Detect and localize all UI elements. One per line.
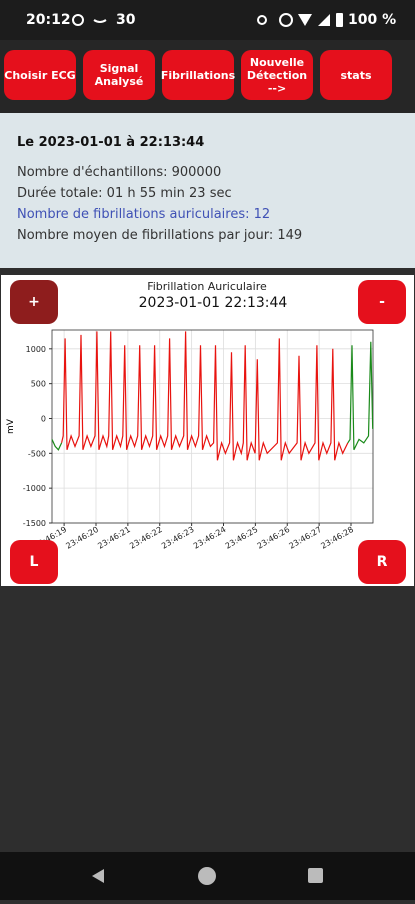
x-tick-label: 23:46:25 <box>224 525 260 551</box>
nav-bar <box>0 852 415 900</box>
info-line: Nombre moyen de fibrillations par jour: … <box>17 228 303 243</box>
button-label: Fibrillations <box>160 68 236 82</box>
chart-panel: Fibrillation Auriculaire 2023-01-01 22:13… <box>1 275 414 586</box>
x-tick-label: 23:46:20 <box>64 525 100 551</box>
nav-icons <box>92 867 323 885</box>
battery: 100 % <box>348 12 397 28</box>
x-tick-label: 23:46:22 <box>128 525 164 551</box>
button-label: --> <box>267 81 287 95</box>
y-tick-label: -1500 <box>23 519 46 528</box>
y-tick-label: 1000 <box>26 345 46 354</box>
toolbar-button[interactable]: Signal Analysé <box>83 50 155 100</box>
toolbar-button[interactable]: Nouvelle Détection --> <box>241 50 313 100</box>
x-tick-label: 23:46:26 <box>256 525 292 551</box>
ecg-line <box>51 341 374 451</box>
chart: Fibrillation Auriculaire 2023-01-01 22:13… <box>6 280 374 551</box>
info-line: Durée totale: 01 h 55 min 23 sec <box>17 186 232 201</box>
x-tick-label: 23:46:28 <box>319 525 355 551</box>
button-label: Nouvelle <box>249 55 305 69</box>
zoom-button[interactable]: + <box>10 280 58 324</box>
toolbar-button[interactable]: Choisir ECG <box>4 50 76 100</box>
zoom-button[interactable]: - <box>358 280 406 324</box>
notification-count: 30 <box>116 12 136 28</box>
x-tick-label: 23:46:23 <box>160 525 196 551</box>
x-tick-label: 23:46:21 <box>96 525 132 551</box>
status-bar: 20:12 30 100 % <box>0 0 415 40</box>
y-tick-label: -500 <box>28 449 46 458</box>
toolbar: Choisir ECG Signal Analysé Fibrillations Nou… <box>0 40 415 113</box>
y-tick-label: -1000 <box>23 484 46 493</box>
info-line: Nombre d'échantillons: 900000 <box>17 165 222 180</box>
system-icons <box>257 13 343 27</box>
button-label: stats <box>340 68 372 82</box>
ecg-line <box>61 331 349 461</box>
button-label: Analysé <box>94 75 144 88</box>
x-tick-label: 23:46:27 <box>288 525 324 551</box>
status-icons <box>72 14 107 26</box>
toolbar-button[interactable]: stats <box>320 50 392 100</box>
info-title: Le 2023-01-01 à 22:13:44 <box>17 135 205 150</box>
plot-frame <box>51 329 374 524</box>
toolbar-button[interactable]: Fibrillations <box>160 50 236 100</box>
y-tick-label: 500 <box>31 380 46 389</box>
button-label: Choisir ECG <box>4 68 76 82</box>
x-tick-label: 23:46:24 <box>192 525 228 551</box>
chart-subtitle: 2023-01-01 22:13:44 <box>139 295 288 311</box>
info-panel: Le 2023-01-01 à 22:13:44 Nombre d'échant… <box>0 113 415 268</box>
zoom-button[interactable]: L <box>10 540 58 584</box>
clock: 20:12 <box>26 12 71 28</box>
y-axis-label: mV <box>6 418 16 434</box>
button-label: Signal <box>99 62 139 75</box>
button-label: Détection <box>246 68 308 82</box>
chart-title: Fibrillation Auriculaire <box>147 280 267 293</box>
zoom-button[interactable]: R <box>358 540 406 584</box>
y-tick-label: 0 <box>41 414 46 423</box>
info-line: Nombre de fibrillations auriculaires: 12 <box>17 207 271 222</box>
